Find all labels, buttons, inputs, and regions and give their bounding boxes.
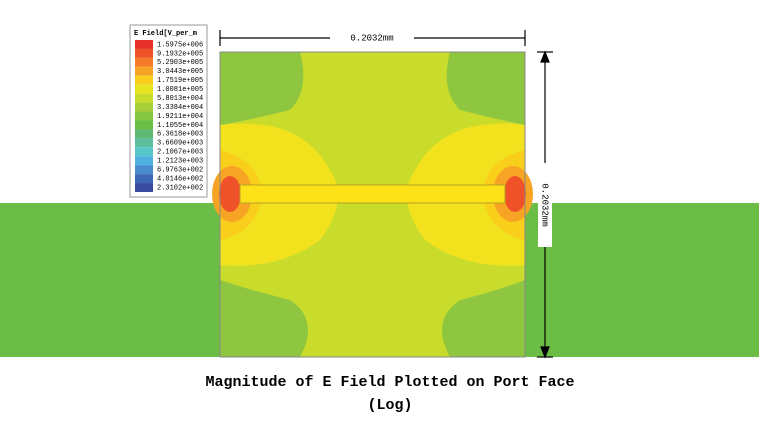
legend-swatch [135, 111, 153, 121]
legend-swatch [135, 66, 153, 76]
legend-swatch [135, 138, 153, 148]
field-plot [212, 51, 533, 358]
legend-swatch [135, 48, 153, 58]
legend-label: 2.1067e+003 [157, 149, 203, 157]
width-label: 0.2032mm [350, 33, 393, 43]
dim-label-bg [330, 31, 414, 45]
legend-label: 1.1055e+004 [157, 122, 203, 130]
legend-label: 3.3384e+004 [157, 104, 203, 112]
legend-label: 9.1932e+005 [157, 50, 203, 58]
legend-label: 3.6609e+003 [157, 140, 203, 148]
legend-label: 1.5975e+006 [157, 41, 203, 49]
legend-label: 1.0081e+005 [157, 86, 203, 94]
legend-label: 1.2123e+003 [157, 158, 203, 166]
caption: Magnitude of E Field Plotted on Port Fac… [205, 374, 574, 391]
legend-swatch [135, 165, 153, 175]
legend-swatch [135, 156, 153, 166]
legend-swatch [135, 147, 153, 157]
legend-label: 4.0146e+002 [157, 175, 203, 183]
legend-swatch [135, 75, 153, 85]
legend-label: 1.9211e+004 [157, 113, 203, 121]
legend-label: 1.7519e+005 [157, 77, 203, 85]
legend-label: 6.9763e+002 [157, 166, 203, 174]
legend-swatch [135, 40, 153, 49]
legend-label: 2.3102e+002 [157, 184, 203, 192]
dim-label-bg [538, 163, 552, 247]
height-label: 0.2032mm [540, 183, 550, 226]
legend-label: 5.2903e+005 [157, 59, 203, 67]
legend-swatch [135, 183, 153, 192]
legend-label: 3.0443e+005 [157, 68, 203, 76]
legend-label: 6.3618e+003 [157, 131, 203, 139]
legend-label: 5.8013e+004 [157, 95, 203, 103]
legend-swatch [135, 84, 153, 94]
caption: (Log) [367, 397, 412, 414]
legend-title: E Field[V_per_m [134, 30, 197, 38]
legend-swatch [135, 57, 153, 67]
legend-swatch [135, 93, 153, 103]
legend-swatch [135, 120, 153, 130]
legend-swatch [135, 129, 153, 139]
legend-swatch [135, 174, 153, 184]
legend: E Field[V_per_m 1.5975e+0069.1932e+0055.… [129, 24, 208, 198]
legend-swatch [135, 102, 153, 112]
